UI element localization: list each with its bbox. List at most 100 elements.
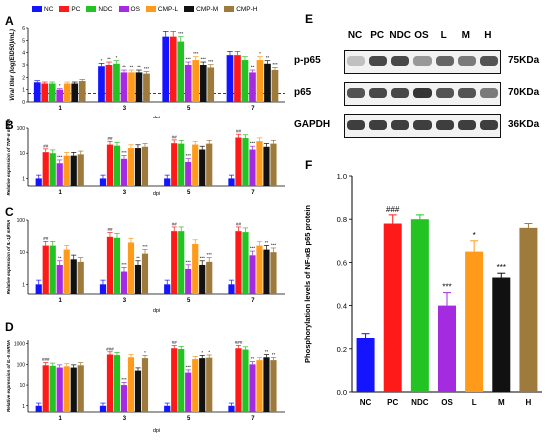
- bar-cmp-l: [128, 72, 135, 102]
- bar-pc: [171, 231, 178, 294]
- blot-strip: [344, 82, 501, 106]
- bar-pc: [169, 36, 177, 102]
- panel-label-e: E: [305, 12, 314, 26]
- bar-h: [519, 227, 538, 392]
- x-tick-label: 5: [187, 106, 191, 112]
- y-tick-label: 0.4: [337, 302, 347, 311]
- legend-label: NDC: [98, 5, 113, 13]
- bar-cmp-h: [271, 69, 279, 102]
- bar-cmp-l: [192, 243, 199, 294]
- y-tick-label: 100: [17, 218, 26, 224]
- bar-cmp-l: [256, 60, 264, 102]
- legend-item-cmp-m: CMP-M: [184, 6, 218, 13]
- blot-band: [391, 88, 410, 98]
- significance-mark: ##: [107, 227, 113, 232]
- bar-l: [465, 251, 484, 392]
- blot-band: [479, 120, 498, 130]
- bar-nc: [99, 284, 107, 294]
- x-axis-label: dpi: [153, 191, 160, 197]
- significance-mark: ##: [236, 221, 242, 226]
- y-tick-label: 3: [22, 63, 25, 69]
- significance-mark: ***: [186, 57, 192, 62]
- lane-label: H: [484, 30, 492, 41]
- bar-pc: [42, 152, 49, 186]
- x-axis-label: dpi: [153, 428, 160, 434]
- legend-label: OS: [130, 5, 140, 13]
- y-tick-label: 1000: [14, 342, 25, 348]
- bar-cmp-l: [63, 366, 70, 412]
- legend-swatch: [59, 6, 70, 12]
- significance-mark: ***: [57, 154, 63, 159]
- bar-nc: [98, 66, 105, 102]
- panel-label-a: A: [5, 14, 14, 28]
- significance-mark: **: [58, 255, 62, 260]
- bar-nc: [164, 178, 171, 186]
- bar-nc: [99, 405, 107, 412]
- bar-ndc: [49, 365, 56, 412]
- x-tick-label: L: [472, 398, 477, 407]
- y-tick-label: 0: [22, 100, 25, 106]
- x-tick-label: 7: [251, 298, 255, 304]
- bar-pc: [41, 83, 49, 102]
- blot-band: [413, 56, 432, 66]
- legend-item-nc: NC: [32, 6, 53, 13]
- bar-nc: [33, 82, 41, 102]
- bar-cmp-l: [63, 249, 70, 294]
- bar-nc: [228, 178, 235, 186]
- molecular-weight-label: 75KDa: [508, 55, 540, 66]
- bar-ndc: [113, 237, 121, 294]
- bar-cmp-m: [134, 148, 142, 186]
- bar-cmp-h: [141, 253, 149, 294]
- significance-mark: ***: [271, 242, 277, 247]
- y-tick-label: 1.0: [337, 172, 347, 181]
- panel-label-d: D: [5, 320, 14, 334]
- y-tick-label: 100: [17, 126, 26, 132]
- blot-strip: [344, 114, 501, 138]
- bar-ndc: [242, 232, 249, 294]
- bar-cmp-h: [270, 360, 277, 412]
- bar-cmp-l: [127, 242, 135, 294]
- panel-label-c: C: [5, 205, 14, 219]
- significance-mark: *: [144, 350, 146, 355]
- bar-os: [184, 65, 192, 102]
- bar-cmp-m: [263, 357, 270, 412]
- x-tick-label: 7: [251, 416, 255, 422]
- blot-strip: [344, 50, 501, 74]
- y-axis-label: Phosphorylation levels of NF-κB p65 prot…: [303, 205, 312, 363]
- x-tick-label: 1: [58, 190, 62, 196]
- significance-mark: *: [116, 55, 118, 60]
- bar-pc: [171, 348, 178, 412]
- bar-cmp-h: [270, 143, 277, 186]
- legend-item-cmp-h: CMP-H: [224, 6, 258, 13]
- x-tick-label: NC: [360, 398, 372, 407]
- bar-cmp-h: [143, 73, 150, 102]
- bar-ndc: [49, 245, 56, 294]
- bar-os: [120, 271, 128, 294]
- legend-label: NC: [44, 5, 54, 13]
- significance-mark: ***: [442, 283, 451, 292]
- molecular-weight-label: 70KDa: [508, 87, 540, 98]
- significance-mark: ***: [186, 153, 192, 158]
- significance-mark: *: [473, 231, 476, 240]
- significance-mark: **: [137, 65, 141, 70]
- lane-label: L: [440, 30, 447, 41]
- bar-nc: [228, 284, 235, 294]
- bar-cmp-m: [199, 65, 207, 102]
- y-axis-label: Viral titer (log(EID50)/mL): [10, 29, 16, 101]
- bar-nc: [35, 284, 42, 294]
- bar-cmp-m: [135, 72, 143, 102]
- bar-os: [185, 161, 192, 186]
- bar-ndc: [410, 219, 429, 392]
- y-tick-label: 0.8: [337, 215, 347, 224]
- bar-cmp-m: [134, 370, 142, 412]
- x-tick-label: 5: [187, 190, 191, 196]
- significance-mark: *: [201, 350, 203, 355]
- bar-ndc: [242, 138, 249, 186]
- bar-nc: [226, 55, 234, 102]
- y-axis-label: Relative expression of IL-6 mRNA: [6, 340, 11, 412]
- bar-os: [120, 385, 128, 412]
- significance-mark: ##: [236, 129, 242, 134]
- bar-ndc: [178, 231, 185, 294]
- x-tick-label: 1: [58, 416, 62, 422]
- blot-band: [347, 120, 366, 130]
